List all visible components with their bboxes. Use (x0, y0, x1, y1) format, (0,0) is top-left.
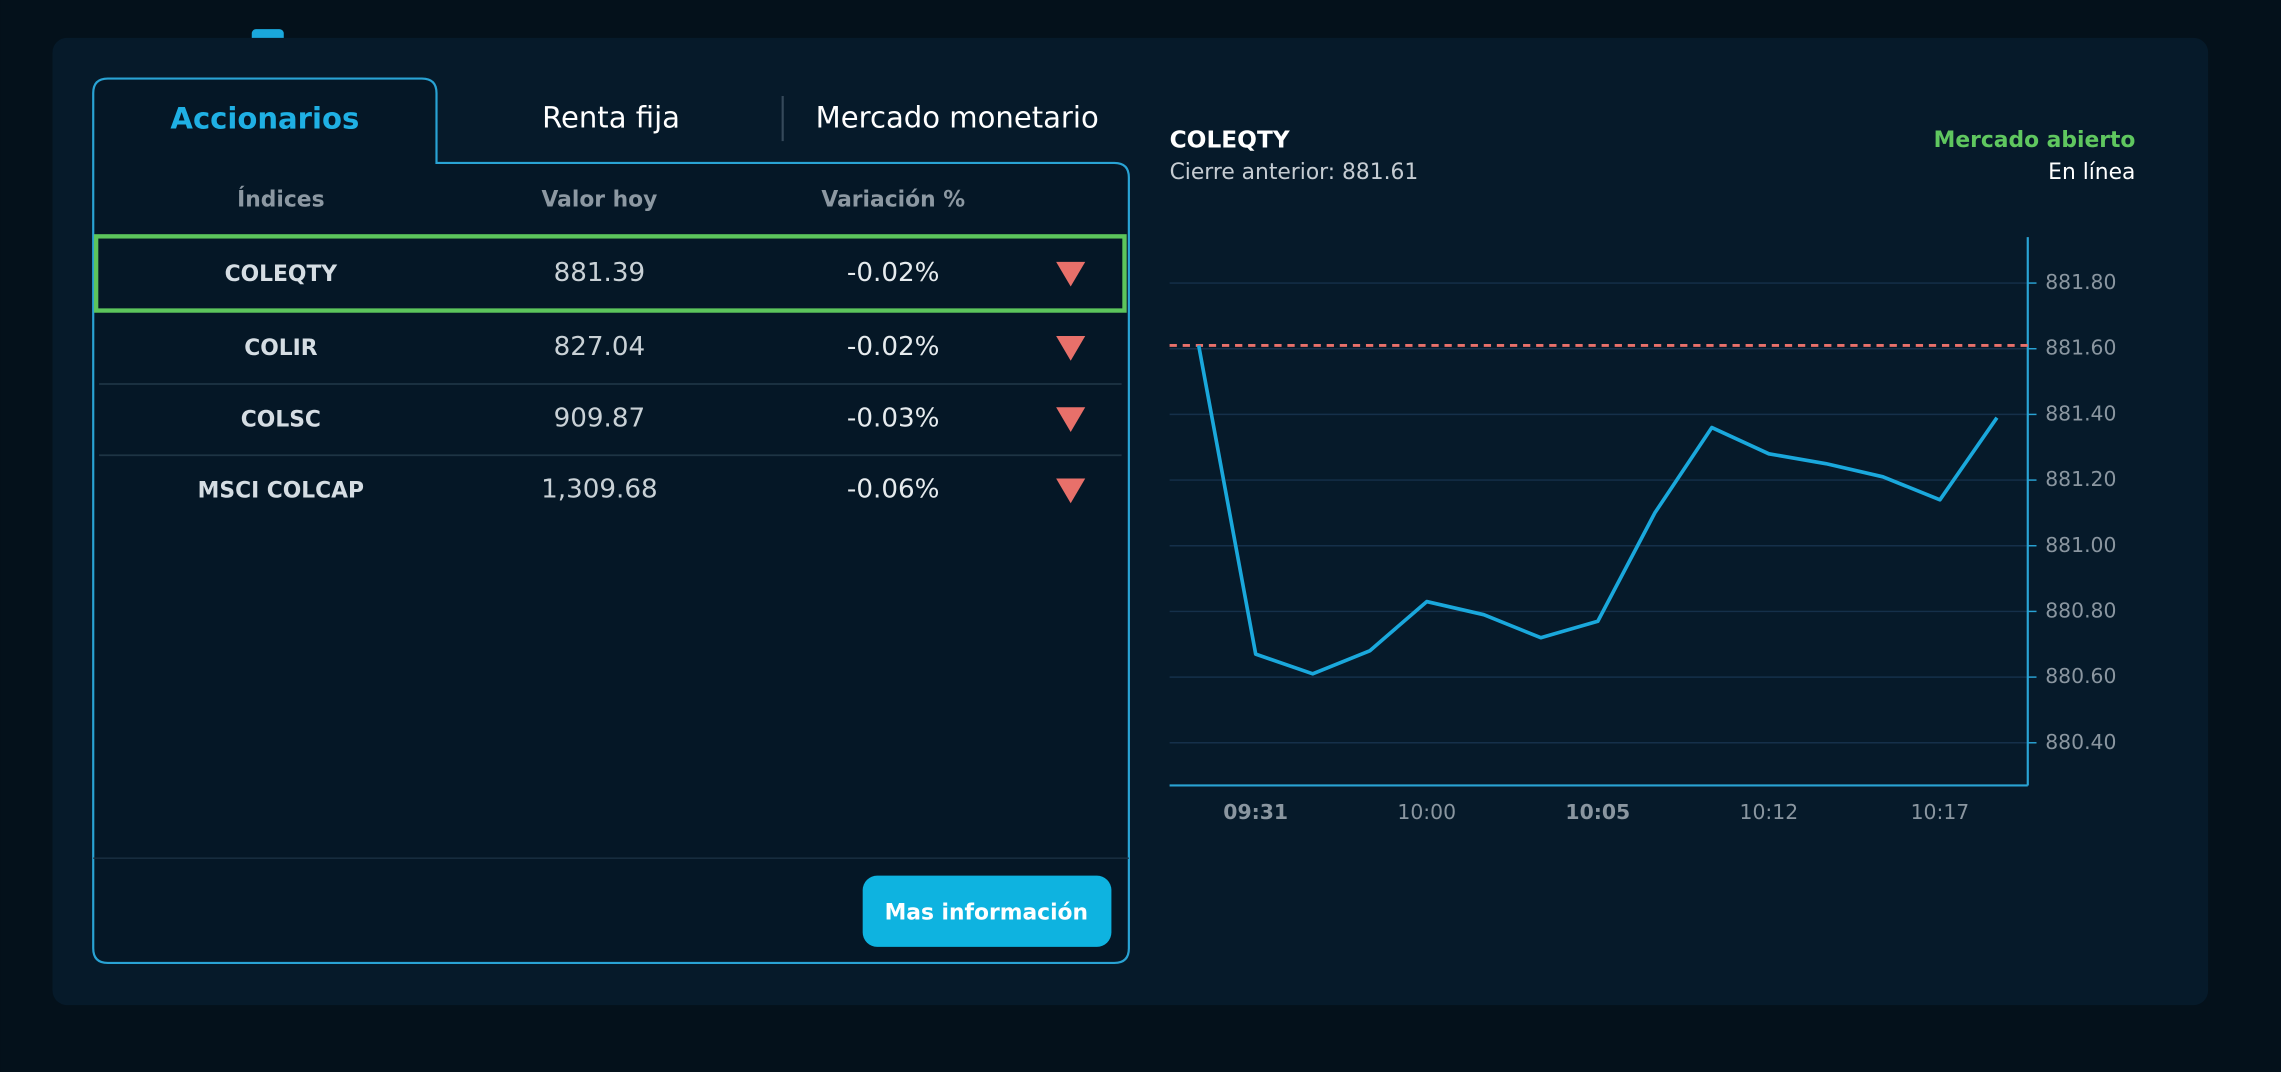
tab[interactable]: Renta fija (542, 100, 680, 134)
chart: 880.40 880.60 880.80 881.00 881.20 881.40 881.… (1169, 237, 2116, 824)
more-info-button[interactable] (862, 875, 1112, 947)
y-tick-label: 880.80 (2045, 598, 2116, 622)
index-name: COLEQTY (225, 262, 338, 287)
selected-row (93, 234, 1127, 313)
index-change: -0.03% (847, 403, 940, 433)
chart-subtitle: Cierre anterior: 881.61 (1170, 160, 1419, 185)
down-arrow (1056, 407, 1086, 432)
down-arrow (1056, 261, 1086, 287)
tab[interactable]: Mercado monetario (816, 100, 1099, 134)
y-tick-label: 881.40 (2045, 401, 2116, 425)
column-header: Índices (237, 187, 324, 213)
index-name: MSCI COLCAP (198, 479, 364, 504)
x-tick-label: 10:00 (1397, 800, 1456, 824)
x-tick-label: 09:31 (1223, 800, 1288, 824)
y-tick-label: 880.40 (2045, 730, 2116, 754)
x-tick-label: 10:17 (1911, 800, 1970, 824)
tab-active[interactable]: Accionarios (170, 102, 359, 136)
chart-title: COLEQTY (1170, 127, 1291, 154)
down-arrow (1056, 336, 1086, 361)
column-header: Variación % (821, 188, 965, 213)
index-name: COLIR (244, 336, 318, 361)
price-line (1196, 345, 1999, 676)
column-header: Valor hoy (541, 188, 657, 213)
x-tick-label: 10:05 (1565, 800, 1630, 824)
button-label[interactable]: Mas información (885, 900, 1088, 925)
index-name: COLSC (241, 407, 321, 432)
y-tick-label: 880.60 (2045, 664, 2116, 688)
y-tick-label: 881.60 (2045, 336, 2116, 360)
x-tick-label: 10:12 (1740, 800, 1799, 824)
y-tick-label: 881.80 (2045, 270, 2116, 294)
connection-status: En línea (2048, 160, 2135, 185)
down-arrow (1056, 478, 1086, 504)
index-value: 1,309.68 (541, 475, 658, 505)
index-change: -0.02% (847, 332, 940, 362)
table: Índices Valor hoy Variación % COLEQTY 881.39… (99, 187, 1122, 505)
y-tick-label: 881.00 (2045, 533, 2116, 557)
market-status: Mercado abierto (1934, 128, 2136, 153)
index-change: -0.06% (847, 475, 940, 505)
index-value: 881.39 (554, 258, 646, 288)
index-value: 909.87 (554, 403, 646, 433)
index-change: -0.02% (847, 258, 940, 288)
index-value: 827.04 (554, 332, 646, 362)
y-tick-label: 881.20 (2045, 467, 2116, 491)
tab-card (92, 77, 1130, 964)
